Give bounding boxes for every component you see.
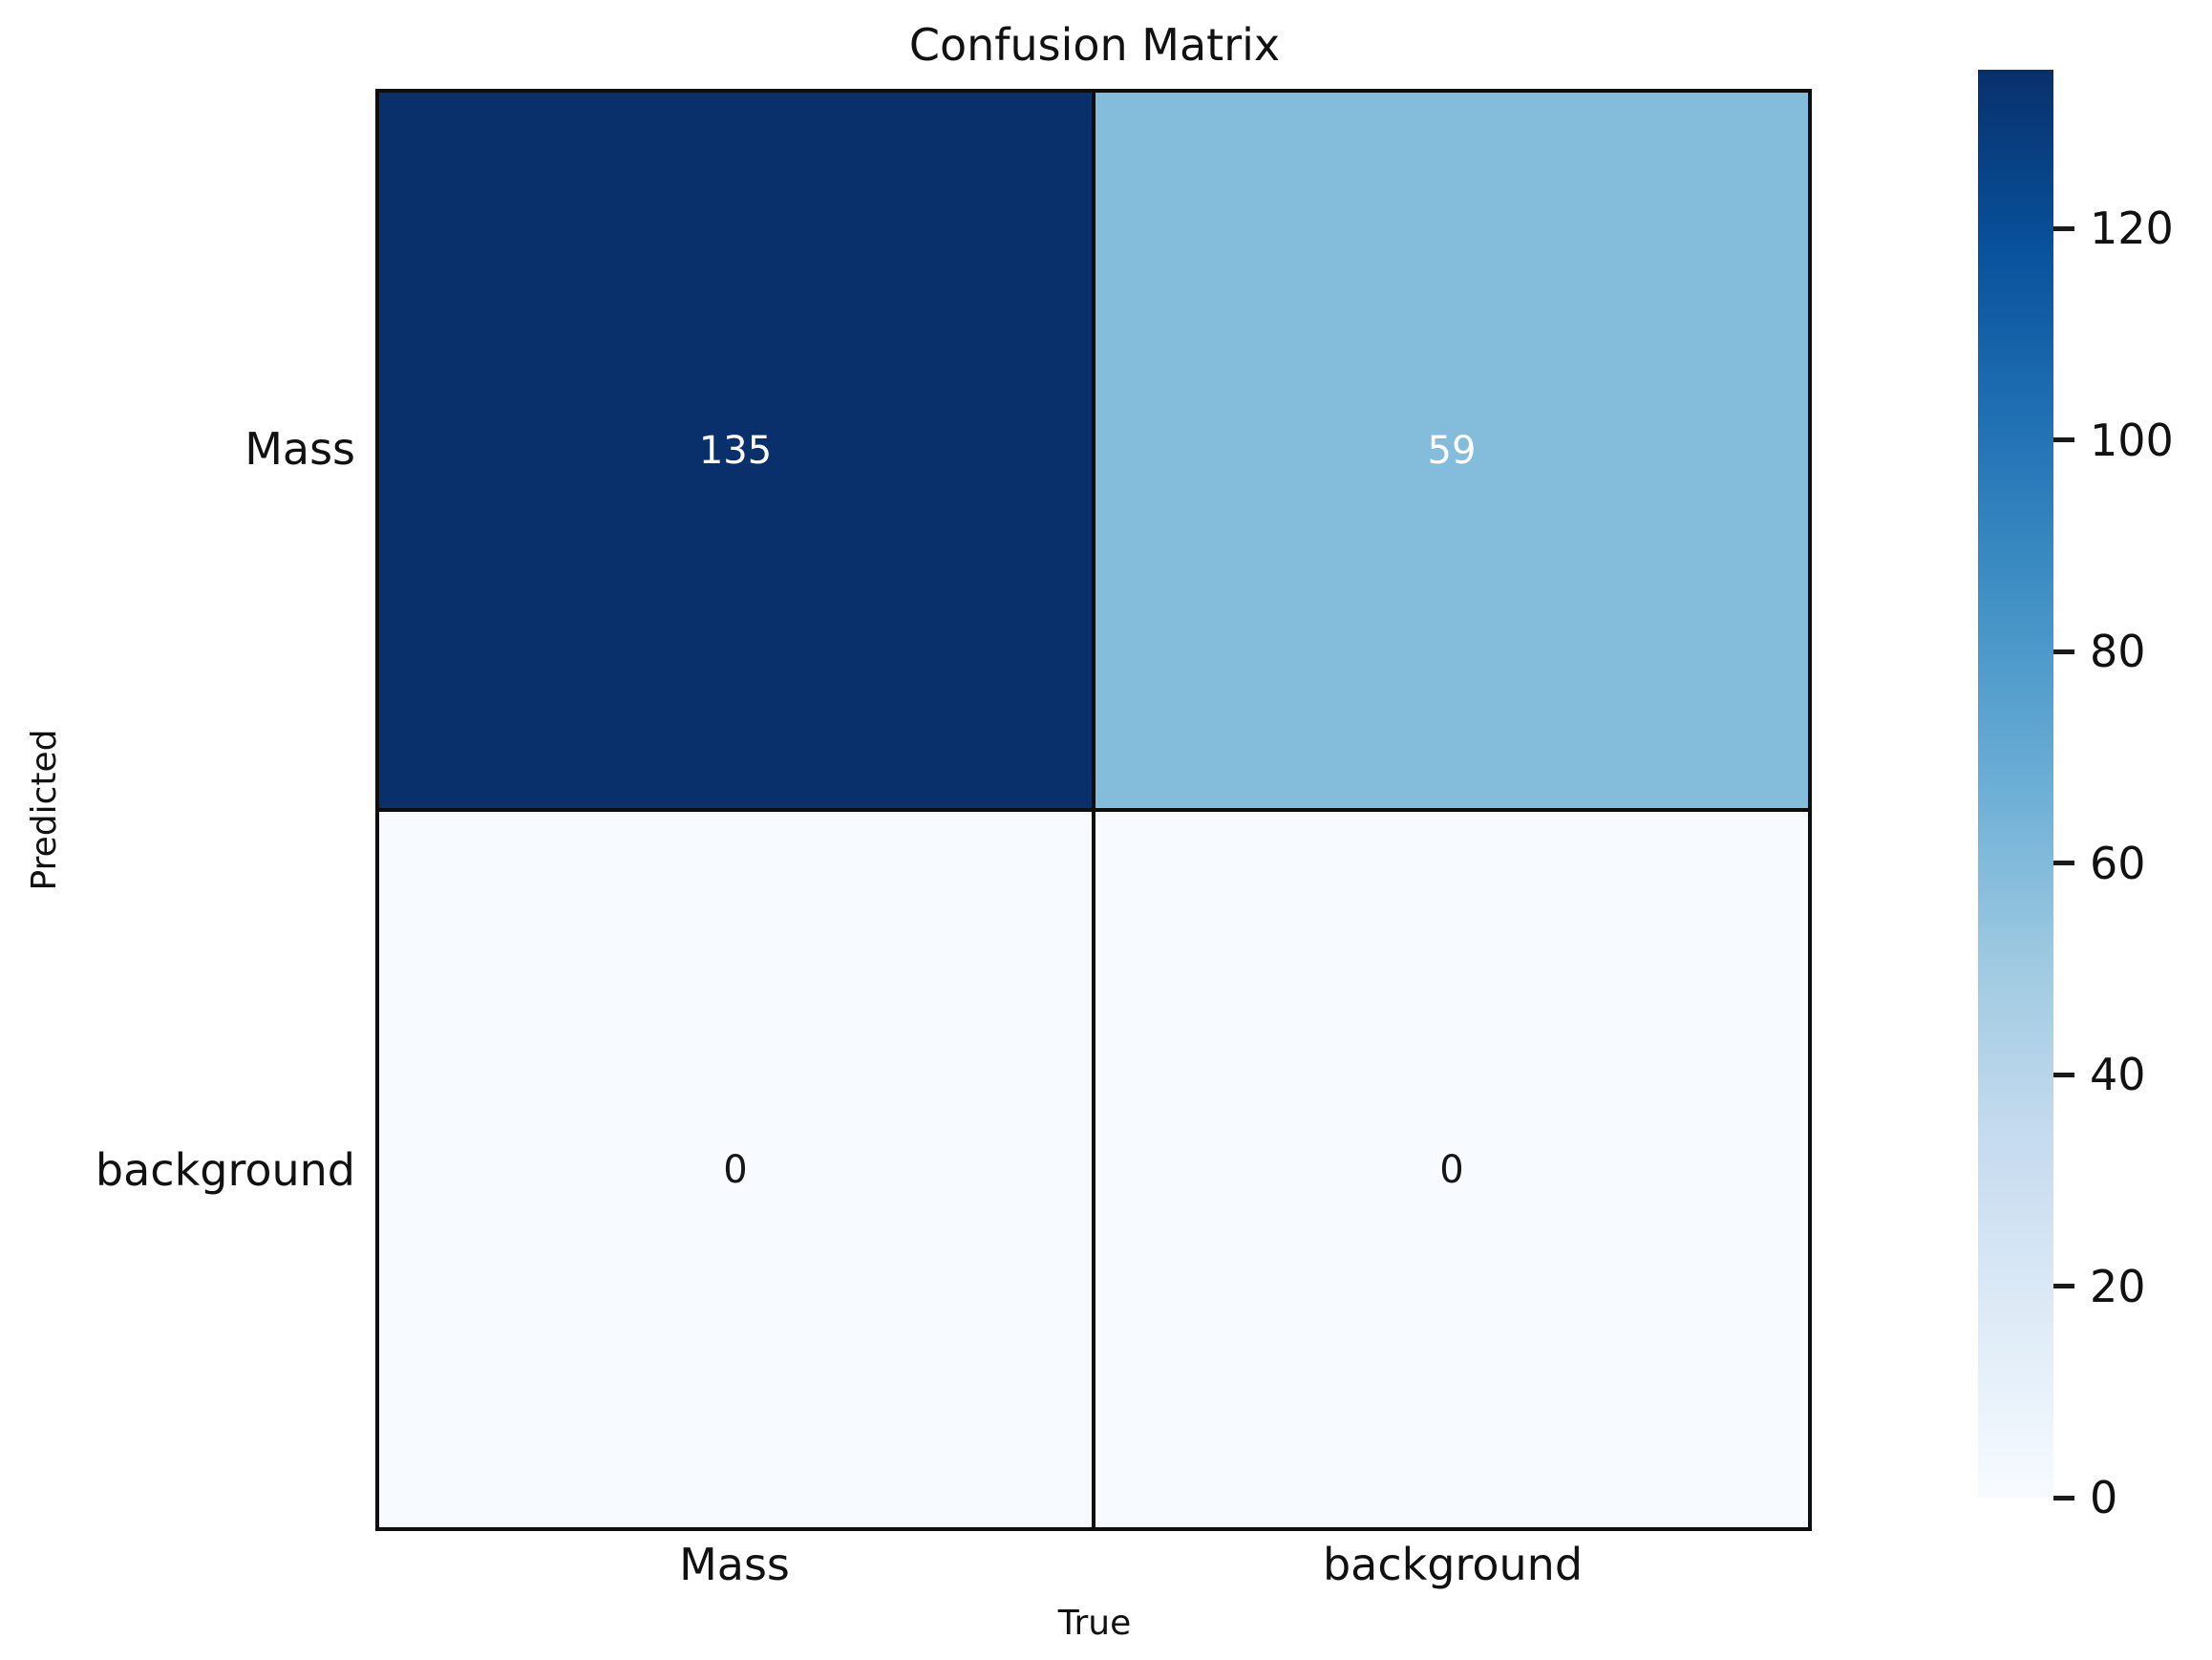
colorbar-tick-mark: [2053, 1495, 2074, 1500]
matrix-cell-r0c1: 59: [1095, 93, 1808, 808]
matrix-cell-r0c0: 135: [379, 93, 1092, 808]
cell-value: 59: [1427, 428, 1477, 473]
colorbar-tick-0: 0: [2053, 1476, 2117, 1520]
colorbar-tick-100: 100: [2053, 418, 2174, 462]
x-tick-label-mass: Mass: [679, 1539, 790, 1590]
x-tick-label-background: background: [1322, 1539, 1584, 1590]
heatmap-grid: 135 59 0 0: [375, 89, 1812, 1531]
colorbar-tick-60: 60: [2053, 841, 2146, 885]
y-axis-title: Predicted: [25, 729, 65, 891]
colorbar-tick-20: 20: [2053, 1265, 2146, 1309]
colorbar-tick-label: 120: [2090, 202, 2174, 255]
colorbar-tick-mark: [2053, 1284, 2074, 1289]
cell-value: 135: [698, 428, 773, 473]
colorbar-tick-40: 40: [2053, 1053, 2146, 1096]
y-tick-label-mass: Mass: [245, 423, 355, 475]
cell-value: 0: [723, 1147, 748, 1192]
colorbar-tick-label: 40: [2090, 1049, 2146, 1101]
y-tick-label-background: background: [95, 1144, 355, 1196]
colorbar-tick-mark: [2053, 1072, 2074, 1077]
colorbar-tick-mark: [2053, 437, 2074, 443]
colorbar-tick-label: 60: [2090, 837, 2146, 889]
colorbar-tick-mark: [2053, 861, 2074, 866]
colorbar-tick-80: 80: [2053, 629, 2146, 673]
colorbar-tick-label: 100: [2090, 414, 2174, 466]
colorbar-ticks: 0 20 40 60 80 100 120: [2053, 70, 2212, 1520]
matrix-cell-r1c0: 0: [379, 812, 1092, 1527]
chart-title: Confusion Matrix: [908, 19, 1281, 71]
colorbar-tick-label: 20: [2090, 1260, 2146, 1312]
colorbar-tick-label: 80: [2090, 626, 2146, 678]
matrix-cell-r1c1: 0: [1095, 812, 1808, 1527]
cell-value: 0: [1439, 1147, 1464, 1192]
colorbar-tick-label: 0: [2090, 1472, 2118, 1523]
colorbar-tick-mark: [2053, 225, 2074, 231]
colorbar-tick-120: 120: [2053, 206, 2174, 250]
colorbar-tick-mark: [2053, 649, 2074, 654]
colorbar-gradient: [1978, 70, 2053, 1498]
x-axis-title: True: [1057, 1604, 1132, 1643]
